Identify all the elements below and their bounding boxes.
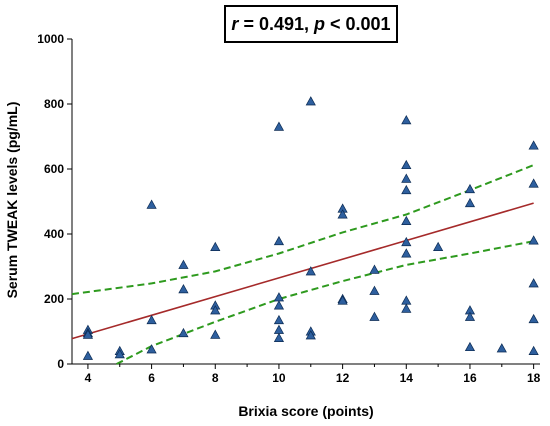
- p-symbol: p: [314, 13, 325, 34]
- regression-line: [71, 202, 534, 340]
- x-tick-label: 8: [212, 371, 219, 385]
- data-point: [496, 343, 507, 353]
- data-point: [433, 241, 444, 251]
- data-point: [82, 350, 94, 360]
- data-point: [273, 324, 285, 334]
- data-point: [82, 329, 94, 339]
- y-tick-label: 800: [44, 97, 64, 111]
- data-point: [273, 300, 285, 310]
- data-point: [178, 259, 189, 269]
- data-point: [464, 311, 476, 321]
- data-point: [464, 197, 476, 208]
- x-tick-label: 16: [463, 371, 477, 385]
- data-point: [178, 284, 189, 294]
- data-point: [401, 115, 412, 125]
- data-point: [305, 330, 316, 340]
- y-tick-label: 1000: [37, 32, 64, 46]
- data-point: [273, 292, 285, 302]
- chart-axes: 0 200 400 600 800 1000 4 6 8 10 12 14 16 18: [37, 32, 540, 385]
- data-point: [401, 248, 412, 258]
- data-point: [146, 344, 157, 354]
- data-point: [178, 327, 189, 338]
- data-point: [146, 314, 157, 325]
- x-tick-label: 4: [85, 371, 92, 385]
- data-point: [401, 236, 412, 247]
- data-point: [528, 313, 539, 324]
- data-point: [146, 199, 157, 209]
- data-point: [273, 235, 285, 246]
- confidence-lower-line: [116, 240, 534, 365]
- data-point: [337, 209, 348, 219]
- data-point: [305, 266, 316, 276]
- y-tick-label: 200: [44, 292, 64, 306]
- y-tick-label: 400: [44, 227, 64, 241]
- x-tick-label: 6: [148, 371, 155, 385]
- p-value: < 0.001: [325, 13, 391, 34]
- x-tick-label: 10: [272, 371, 286, 385]
- data-point: [210, 241, 221, 251]
- data-point: [337, 295, 348, 305]
- data-point: [528, 278, 539, 288]
- data-point: [210, 305, 221, 315]
- data-point: [464, 341, 476, 352]
- confidence-band: [71, 164, 534, 365]
- y-axis-title: Serum TWEAK levels (pg/mL): [4, 102, 20, 299]
- data-point: [401, 295, 412, 305]
- r-value: = 0.491,: [238, 13, 314, 34]
- x-tick-label: 18: [527, 371, 541, 385]
- data-point: [528, 345, 539, 355]
- data-point: [369, 311, 380, 321]
- data-point: [528, 235, 539, 245]
- data-point: [305, 96, 316, 106]
- data-point: [401, 173, 412, 183]
- data-point: [210, 329, 221, 339]
- data-point: [401, 159, 412, 170]
- data-point: [528, 140, 539, 150]
- data-point: [369, 285, 380, 295]
- data-point: [464, 183, 476, 194]
- data-point: [273, 332, 285, 342]
- data-point: [273, 121, 285, 131]
- y-tick-label: 0: [57, 357, 64, 371]
- confidence-upper-line: [71, 164, 534, 296]
- data-point: [528, 178, 539, 188]
- data-points: [82, 96, 539, 360]
- r-symbol: r: [231, 13, 239, 34]
- fit-line: [71, 202, 534, 340]
- x-axis-title: Brixia score (points): [238, 403, 373, 419]
- x-tick-label: 12: [336, 371, 350, 385]
- correlation-annotation: r = 0.491, p < 0.001: [224, 5, 398, 43]
- data-point: [401, 184, 412, 195]
- data-point: [401, 303, 412, 313]
- data-point: [273, 314, 285, 325]
- x-tick-label: 14: [400, 371, 414, 385]
- data-point: [114, 349, 125, 359]
- data-point: [369, 264, 380, 274]
- y-tick-label: 600: [44, 162, 64, 176]
- data-point: [401, 215, 412, 225]
